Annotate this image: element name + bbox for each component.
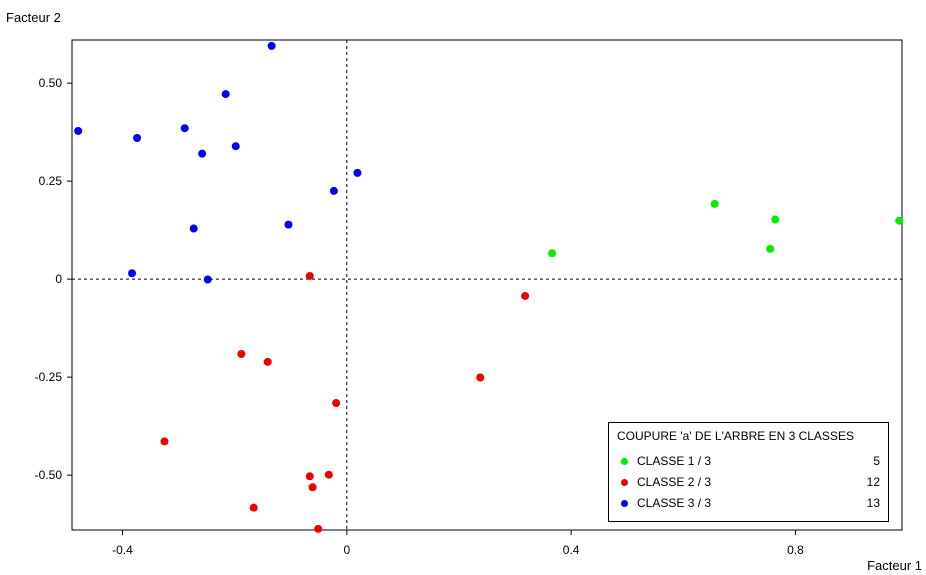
- data-point-classe-1: [548, 249, 557, 258]
- data-point-classe-2: [237, 349, 246, 358]
- data-point-classe-3: [221, 90, 230, 99]
- data-point-classe-3: [353, 168, 362, 177]
- data-point-classe-2: [249, 503, 258, 512]
- y-tick-label: 0.25: [39, 174, 63, 188]
- legend-item-classe-2: CLASSE 2 / 3 12: [609, 474, 888, 492]
- data-point-classe-3: [74, 126, 83, 135]
- data-point-classe-1: [766, 244, 775, 253]
- x-tick-label: 0: [343, 543, 350, 557]
- legend-label-classe-2: CLASSE 2 / 3: [637, 475, 712, 489]
- data-point-classe-2: [324, 470, 333, 479]
- legend: COUPURE 'a' DE L'ARBRE EN 3 CLASSES CLAS…: [608, 422, 889, 522]
- y-tick-label: 0: [55, 272, 62, 286]
- data-point-classe-1: [710, 199, 719, 208]
- legend-marker-classe-2: [621, 479, 628, 486]
- data-point-classe-2: [305, 472, 314, 481]
- y-axis-title: Facteur 2: [6, 10, 61, 25]
- legend-count-classe-1: 5: [873, 454, 880, 468]
- legend-label-classe-1: CLASSE 1 / 3: [637, 454, 712, 468]
- legend-marker-classe-3: [621, 500, 628, 507]
- data-point-classe-2: [521, 291, 530, 300]
- data-point-classe-3: [189, 224, 198, 233]
- data-point-classe-1: [771, 215, 780, 224]
- x-tick-label: -0.4: [112, 543, 133, 557]
- data-point-classe-1: [895, 216, 904, 225]
- data-point-classe-3: [133, 134, 142, 142]
- data-point-classe-3: [329, 186, 338, 195]
- legend-marker-classe-1: [621, 458, 628, 465]
- data-point-classe-3: [180, 124, 189, 133]
- legend-item-classe-3: CLASSE 3 / 3 13: [609, 495, 888, 513]
- legend-title: COUPURE 'a' DE L'ARBRE EN 3 CLASSES: [617, 429, 854, 443]
- data-point-classe-3: [231, 142, 240, 151]
- data-point-classe-3: [284, 220, 293, 229]
- y-tick-label: 0.50: [39, 76, 63, 90]
- data-point-classe-2: [332, 398, 341, 407]
- legend-item-classe-1: CLASSE 1 / 3 5: [609, 453, 888, 471]
- plot-frame: [71, 39, 903, 531]
- x-tick-label: 0.8: [787, 543, 804, 557]
- x-tick-label: 0.4: [563, 543, 580, 557]
- data-point-classe-2: [263, 357, 272, 366]
- x-axis-title: Facteur 1: [867, 558, 922, 573]
- data-point-classe-2: [160, 437, 169, 446]
- data-point-classe-3: [203, 275, 212, 284]
- y-tick-label: -0.50: [35, 468, 63, 482]
- data-point-classe-2: [305, 271, 314, 280]
- data-point-classe-2: [314, 524, 323, 533]
- data-point-classe-2: [308, 483, 317, 492]
- legend-label-classe-3: CLASSE 3 / 3: [637, 496, 712, 510]
- data-point-classe-3: [267, 41, 276, 50]
- data-point-classe-2: [476, 373, 485, 382]
- legend-count-classe-2: 12: [866, 475, 880, 489]
- data-point-classe-3: [198, 149, 207, 158]
- legend-count-classe-3: 13: [866, 496, 880, 510]
- y-tick-label: -0.25: [35, 370, 63, 384]
- data-point-classe-3: [128, 269, 137, 278]
